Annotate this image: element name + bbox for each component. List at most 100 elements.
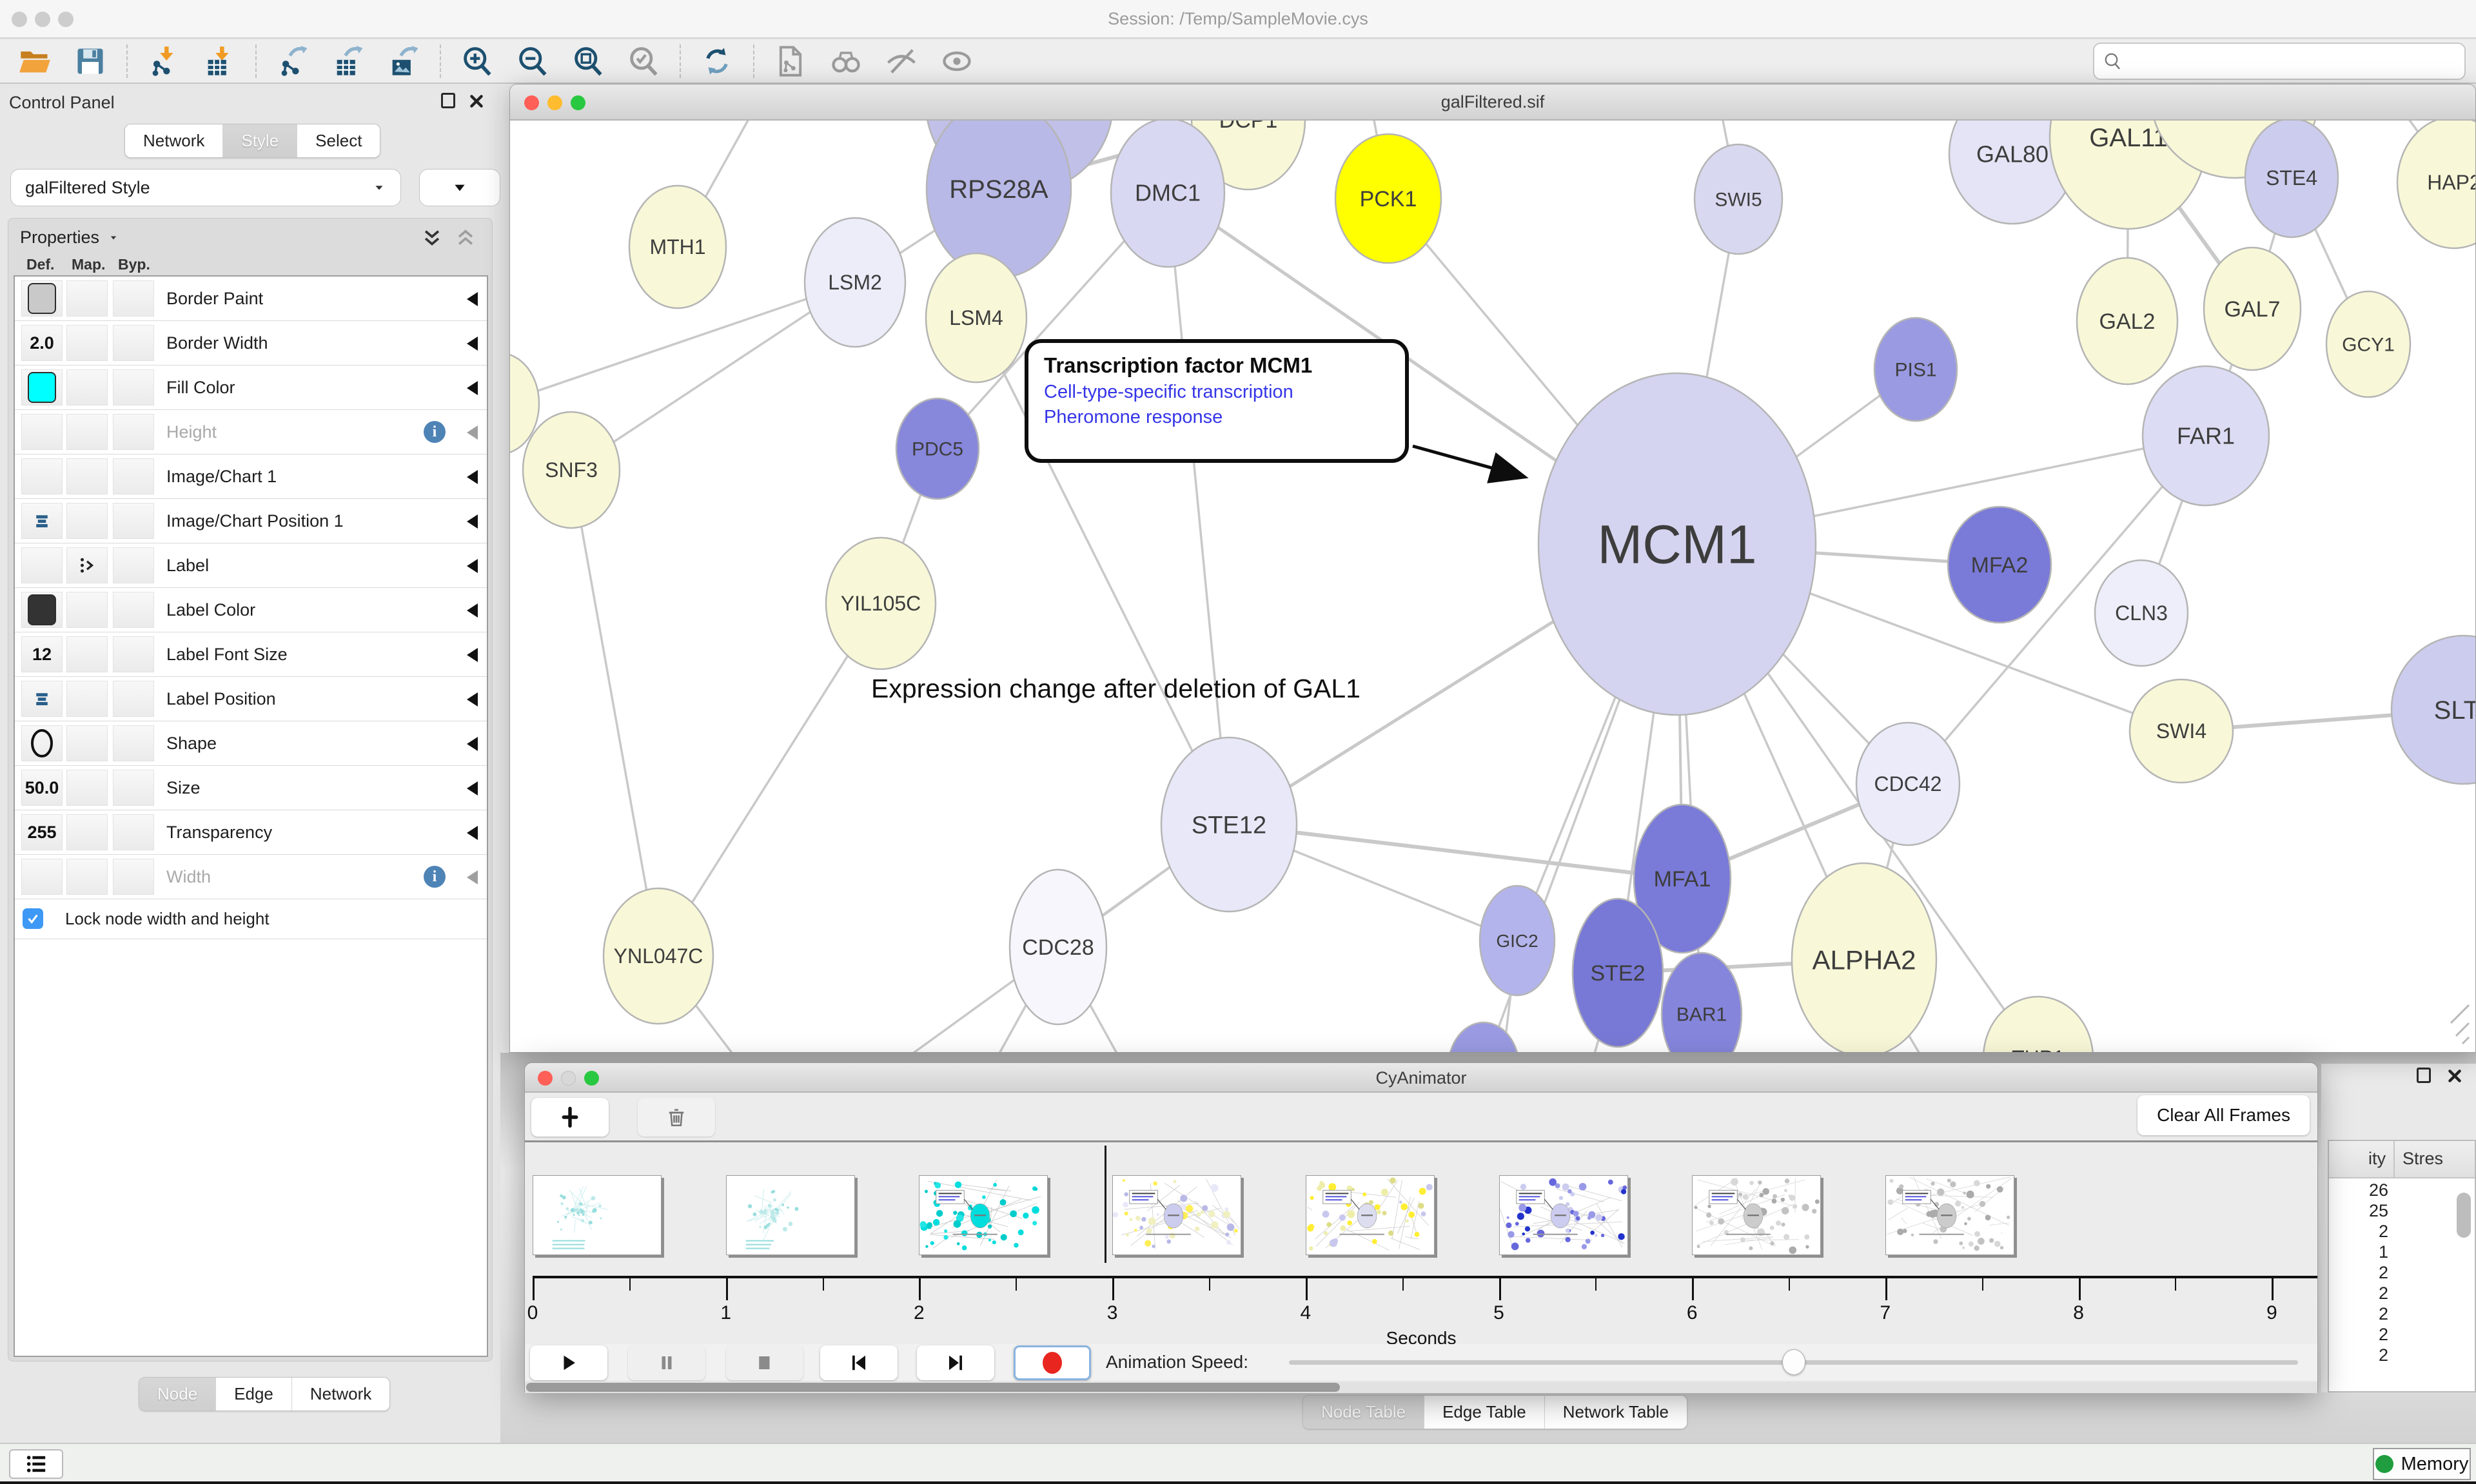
node-gcy1[interactable]: [2325, 290, 2412, 398]
def-cell[interactable]: [21, 458, 63, 494]
node-cutL[interactable]: [510, 353, 540, 454]
record-button[interactable]: [1014, 1345, 1091, 1380]
import-network-button[interactable]: [146, 43, 182, 79]
byp-cell[interactable]: [113, 458, 154, 494]
export-table-button[interactable]: [330, 43, 366, 79]
style-select[interactable]: galFiltered Style: [10, 169, 401, 206]
lock-size-checkbox[interactable]: [23, 908, 43, 929]
node-tup1[interactable]: [1983, 995, 2094, 1052]
map-cell[interactable]: [66, 592, 108, 628]
minimize-window-icon[interactable]: [547, 95, 562, 110]
byp-cell[interactable]: [113, 325, 154, 361]
expand-property-icon[interactable]: [467, 559, 478, 573]
expand-property-icon[interactable]: [467, 470, 478, 484]
node-yil105c[interactable]: [825, 536, 937, 670]
animation-frame-5[interactable]: [1305, 1175, 1435, 1255]
node-gal7[interactable]: [2203, 246, 2302, 371]
tab-node-table[interactable]: Node Table: [1303, 1396, 1424, 1429]
def-cell[interactable]: [21, 414, 63, 450]
window-zoom-icon[interactable]: [58, 12, 74, 27]
mcm1-annotation[interactable]: Transcription factor MCM1 Cell-type-spec…: [1025, 339, 1409, 463]
map-cell[interactable]: [66, 547, 108, 583]
window-minimize-icon[interactable]: [35, 12, 50, 27]
export-image-button[interactable]: [386, 43, 422, 79]
map-cell[interactable]: [66, 414, 108, 450]
map-cell[interactable]: [66, 636, 108, 672]
network-file-button[interactable]: [772, 43, 809, 79]
zoom-out-button[interactable]: [515, 43, 551, 79]
zoom-window-icon[interactable]: [584, 1071, 599, 1086]
close-panel-icon[interactable]: [2446, 1068, 2463, 1084]
close-panel-icon[interactable]: [468, 93, 485, 110]
node-pbot[interactable]: [1448, 1021, 1519, 1052]
expand-property-icon[interactable]: [467, 292, 478, 306]
animation-frame-3[interactable]: [919, 1175, 1048, 1255]
def-cell[interactable]: [21, 725, 63, 761]
expand-property-icon[interactable]: [467, 337, 478, 351]
table-cell[interactable]: 2: [2378, 1263, 2388, 1282]
table-cell[interactable]: 2: [2378, 1304, 2388, 1323]
tab-network-table[interactable]: Network Table: [1544, 1396, 1687, 1429]
byp-cell[interactable]: [113, 770, 154, 806]
map-cell[interactable]: [66, 458, 108, 494]
expand-property-icon[interactable]: [467, 514, 478, 529]
expand-property-icon[interactable]: [467, 381, 478, 395]
table-cell[interactable]: 2: [2378, 1222, 2388, 1241]
tab-node[interactable]: Node: [139, 1378, 216, 1411]
node-pis1[interactable]: [1873, 317, 1958, 422]
node-mcm1[interactable]: [1537, 372, 1817, 716]
node-ste2[interactable]: [1571, 897, 1664, 1048]
map-cell[interactable]: [66, 770, 108, 806]
tab-network[interactable]: Network: [125, 124, 223, 157]
table-cell[interactable]: 1: [2378, 1242, 2388, 1262]
network-canvas[interactable]: DCP1 RPS28A DMC1 PCK1 SWI5 MTH1 LSM2 LSM4 GAL80 G…: [510, 121, 2475, 1052]
collapse-all-icon[interactable]: [455, 228, 477, 249]
map-cell[interactable]: [66, 369, 108, 405]
def-cell[interactable]: [21, 681, 63, 717]
zoom-in-button[interactable]: [459, 43, 495, 79]
skip-to-start-button[interactable]: [820, 1345, 898, 1380]
timeline-hscrollbar[interactable]: [525, 1381, 2317, 1393]
network-window-titlebar[interactable]: galFiltered.sif: [510, 84, 2475, 121]
table-cell[interactable]: 2: [2378, 1284, 2388, 1303]
def-cell[interactable]: 50.0: [21, 770, 63, 806]
def-cell[interactable]: [21, 547, 63, 583]
node-pdc5[interactable]: [895, 397, 980, 500]
tab-network[interactable]: Network: [291, 1378, 390, 1411]
expand-property-icon[interactable]: [467, 648, 478, 662]
show-panels-button[interactable]: [9, 1449, 63, 1479]
def-cell[interactable]: [21, 503, 63, 539]
float-panel-icon[interactable]: [441, 93, 458, 110]
stop-button[interactable]: [726, 1345, 803, 1380]
node-swi4[interactable]: [2128, 678, 2234, 784]
animation-frame-4[interactable]: [1112, 1175, 1242, 1255]
def-cell[interactable]: [21, 280, 63, 317]
node-cdc42[interactable]: [1855, 721, 1961, 846]
map-cell[interactable]: [66, 280, 108, 317]
def-cell[interactable]: [21, 369, 63, 405]
table-cell[interactable]: 25: [2368, 1201, 2388, 1220]
map-cell[interactable]: [66, 814, 108, 850]
node-lsm2[interactable]: [803, 217, 907, 348]
play-button[interactable]: [530, 1345, 607, 1380]
expand-property-icon[interactable]: [467, 692, 478, 707]
expand-all-icon[interactable]: [421, 228, 443, 249]
animation-frame-1[interactable]: [533, 1175, 662, 1255]
byp-cell[interactable]: [113, 503, 154, 539]
byp-cell[interactable]: [113, 369, 154, 405]
tab-edge-table[interactable]: Edge Table: [1424, 1396, 1544, 1429]
byp-cell[interactable]: [113, 814, 154, 850]
node-ste12[interactable]: [1160, 736, 1298, 913]
delete-frame-button[interactable]: [638, 1098, 715, 1137]
node-lsm4[interactable]: [925, 252, 1028, 384]
resize-grip-icon[interactable]: [2450, 1004, 2470, 1045]
map-cell[interactable]: [66, 325, 108, 361]
table-cell[interactable]: 2: [2378, 1325, 2388, 1344]
zoom-window-icon[interactable]: [571, 95, 585, 110]
byp-cell[interactable]: [113, 280, 154, 317]
node-mfa1[interactable]: [1633, 803, 1732, 954]
table-cell[interactable]: 26: [2368, 1180, 2388, 1200]
node-slt2[interactable]: [2390, 634, 2475, 785]
map-cell[interactable]: [66, 725, 108, 761]
expand-property-icon[interactable]: [467, 737, 478, 751]
